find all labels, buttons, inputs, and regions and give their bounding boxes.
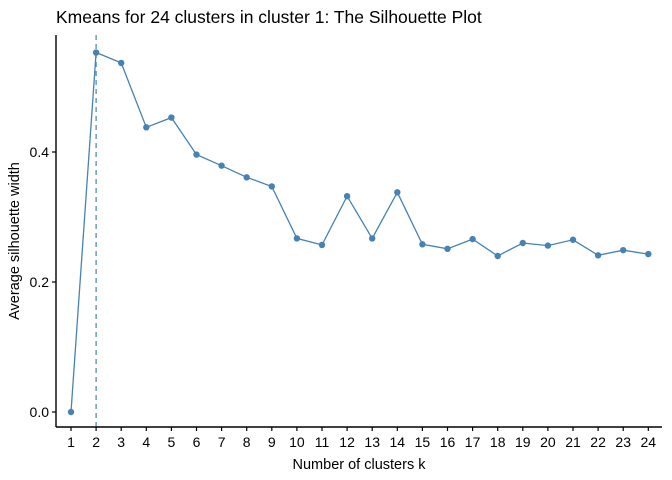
plot-area <box>67 35 652 427</box>
data-point <box>645 250 652 258</box>
x-tick-label: 20 <box>540 434 556 450</box>
data-point <box>494 252 501 260</box>
data-point <box>92 49 100 56</box>
data-point <box>444 245 451 253</box>
data-point <box>519 239 526 247</box>
x-tick-label: 19 <box>515 434 531 450</box>
x-tick-label: 11 <box>315 434 330 450</box>
x-tick-label: 18 <box>490 434 506 450</box>
x-tick-label: 2 <box>92 434 100 450</box>
data-point <box>394 189 401 196</box>
y-axis-title: Average silhouette width <box>7 162 23 320</box>
x-tick-label: 13 <box>364 434 380 450</box>
data-point <box>268 183 275 190</box>
x-tick-label: 23 <box>615 434 631 450</box>
data-point <box>544 242 552 249</box>
x-tick-label: 24 <box>641 434 657 450</box>
data-point <box>369 235 376 242</box>
data-point <box>594 252 602 259</box>
x-tick-label: 1 <box>67 434 75 450</box>
x-axis: 1 2 3 4 5 6 7 8 9 10 11 12 13 14 15 16 17 18 19 20 21 22 23 24 <box>56 426 662 450</box>
data-point <box>218 162 225 169</box>
x-tick-label: 15 <box>415 434 431 450</box>
x-tick-label: 8 <box>243 434 251 450</box>
x-tick-label: 21 <box>565 434 581 450</box>
data-point <box>67 408 75 416</box>
chart-title: Kmeans for 24 clusters in cluster 1: The… <box>56 7 482 27</box>
x-tick-label: 22 <box>590 434 606 450</box>
x-axis-title: Number of clusters k <box>293 457 427 473</box>
data-point <box>293 235 301 242</box>
x-tick-label: 5 <box>168 434 176 450</box>
data-point <box>143 124 150 131</box>
y-tick-label: 0.0 <box>30 404 50 420</box>
data-point <box>193 151 200 158</box>
x-tick-label: 9 <box>268 434 276 450</box>
x-tick-label: 7 <box>218 434 226 450</box>
x-tick-label: 10 <box>289 434 305 450</box>
y-axis: 0.0 0.2 0.4 <box>30 35 57 427</box>
series-line <box>70 51 649 413</box>
x-tick-label: 4 <box>142 434 150 450</box>
y-tick-label: 0.4 <box>30 144 50 160</box>
x-tick-label: 3 <box>117 434 125 450</box>
x-tick-label: 17 <box>465 434 481 450</box>
y-tick-label: 0.2 <box>30 274 50 290</box>
x-tick-label: 14 <box>390 434 406 450</box>
data-point <box>569 236 577 243</box>
data-point <box>620 246 627 254</box>
data-point <box>469 235 476 243</box>
data-point <box>118 59 125 67</box>
data-point <box>419 241 426 248</box>
data-point <box>243 174 250 181</box>
x-tick-label: 12 <box>339 434 355 450</box>
data-point <box>343 193 351 200</box>
x-tick-label: 6 <box>193 434 201 450</box>
data-point <box>168 114 175 121</box>
x-tick-label: 16 <box>440 434 456 450</box>
data-point <box>318 241 326 249</box>
